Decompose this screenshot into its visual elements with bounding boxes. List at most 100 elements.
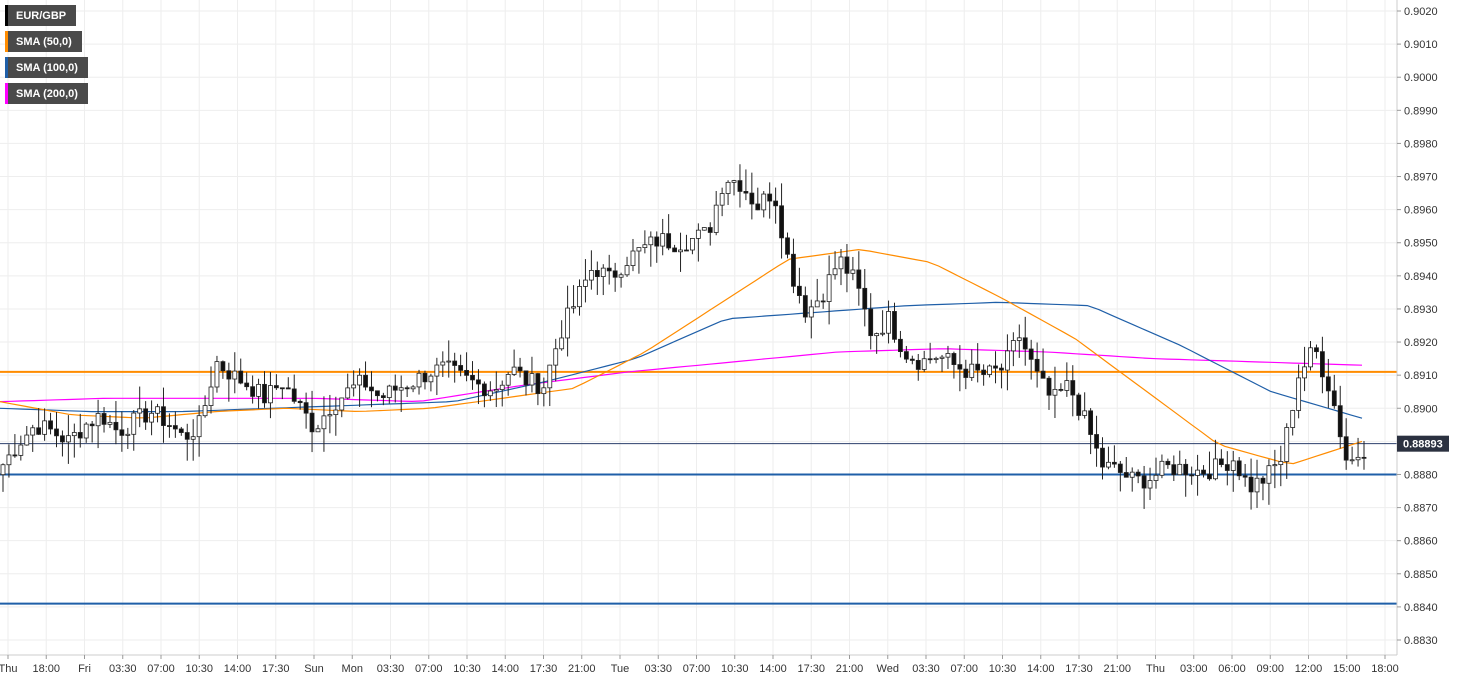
candle-body [1028,348,1034,360]
candlestick [743,169,749,201]
candlestick [868,293,874,350]
candle-body [880,332,885,335]
candlestick [690,237,695,255]
candle-body [1201,469,1206,475]
legend-swatch-sma50 [5,31,8,52]
candlestick [1171,455,1177,481]
candle-body [565,307,571,339]
candlestick [636,247,642,274]
candle-body [1319,351,1325,378]
candle-body [89,423,95,427]
candlestick [398,375,404,413]
candlestick [1331,374,1337,409]
legend-item-symbol[interactable]: EUR/GBP [5,5,77,26]
candlestick [1349,446,1355,465]
candlestick [1010,332,1016,367]
legend-item-sma200[interactable]: SMA (200,0) [5,83,88,104]
candlestick [155,403,160,423]
candlestick [1201,465,1206,478]
candle-body [915,359,921,370]
candle-body [398,387,404,391]
candle-body [808,306,814,318]
candlestick [482,381,487,408]
candle-body [868,308,874,337]
candlestick [1028,339,1034,380]
legend-label-sma100: SMA (100,0) [16,61,78,74]
candlestick [856,251,862,306]
candle-body [761,193,767,211]
candlestick [172,411,178,438]
candlestick [898,330,903,358]
candlestick [1070,365,1076,417]
candle-body [42,420,48,435]
candle-body [303,402,309,414]
legend-item-sma50[interactable]: SMA (50,0) [5,31,82,52]
candle-body [1189,474,1195,477]
candle-body [1236,460,1242,477]
candle-body [921,358,927,370]
candlestick [345,373,351,400]
candlestick [190,419,196,461]
candle-body [541,387,547,395]
candle-body [1135,471,1141,477]
candlestick [559,320,565,351]
candle-body [1117,463,1123,473]
candle-body [1141,475,1147,489]
candlestick [315,424,321,433]
x-tick-label: 10:30 [989,663,1017,675]
y-tick-label: 0.8870 [1404,503,1438,515]
candle-body [945,353,951,358]
candle-body [642,244,648,248]
candle-body [796,285,802,296]
candlestick [648,231,654,267]
x-tick-label: 10:30 [185,663,213,675]
candle-body [1308,347,1313,368]
candlestick [773,187,779,224]
candle-body [1266,465,1272,484]
x-tick-label: Wed [877,663,899,675]
candle-body [654,236,660,247]
candle-body [167,425,172,427]
legend-item-sma100[interactable]: SMA (100,0) [5,57,88,78]
candle-body [1106,461,1111,468]
candlestick [850,256,856,281]
candle-body [434,364,440,377]
candlestick [262,371,267,408]
candlestick [1325,358,1331,408]
candle-body [357,374,362,386]
candlestick [553,338,559,382]
candle-body [832,268,838,276]
candlestick [137,386,143,428]
candle-body [1290,410,1296,428]
candle-body [678,249,683,253]
x-tick-label: Fri [78,663,91,675]
candle-body [600,267,606,277]
candlestick [1207,451,1212,481]
candlestick [630,238,636,272]
candle-body [208,386,214,406]
candlestick [476,369,481,405]
candle-body [898,338,903,352]
candlestick [1272,449,1278,489]
candlestick [701,227,707,231]
candlestick [779,183,784,259]
y-tick-label: 0.8980 [1404,138,1438,150]
candlestick [505,372,511,396]
candle-body [60,435,65,443]
candlestick [321,396,327,452]
candlestick [83,422,89,443]
candle-body [802,295,808,318]
candle-body [618,274,624,278]
candlestick [386,384,392,404]
candlestick [101,407,107,433]
candle-body [1349,459,1355,462]
candlestick [232,352,238,394]
candle-body [226,370,232,380]
candle-body [1213,458,1218,480]
candle-body [1314,347,1319,353]
candlestick [0,463,6,492]
candle-body [113,421,119,431]
candlestick [1361,441,1367,470]
candle-body [1284,427,1290,462]
candle-body [981,369,987,375]
